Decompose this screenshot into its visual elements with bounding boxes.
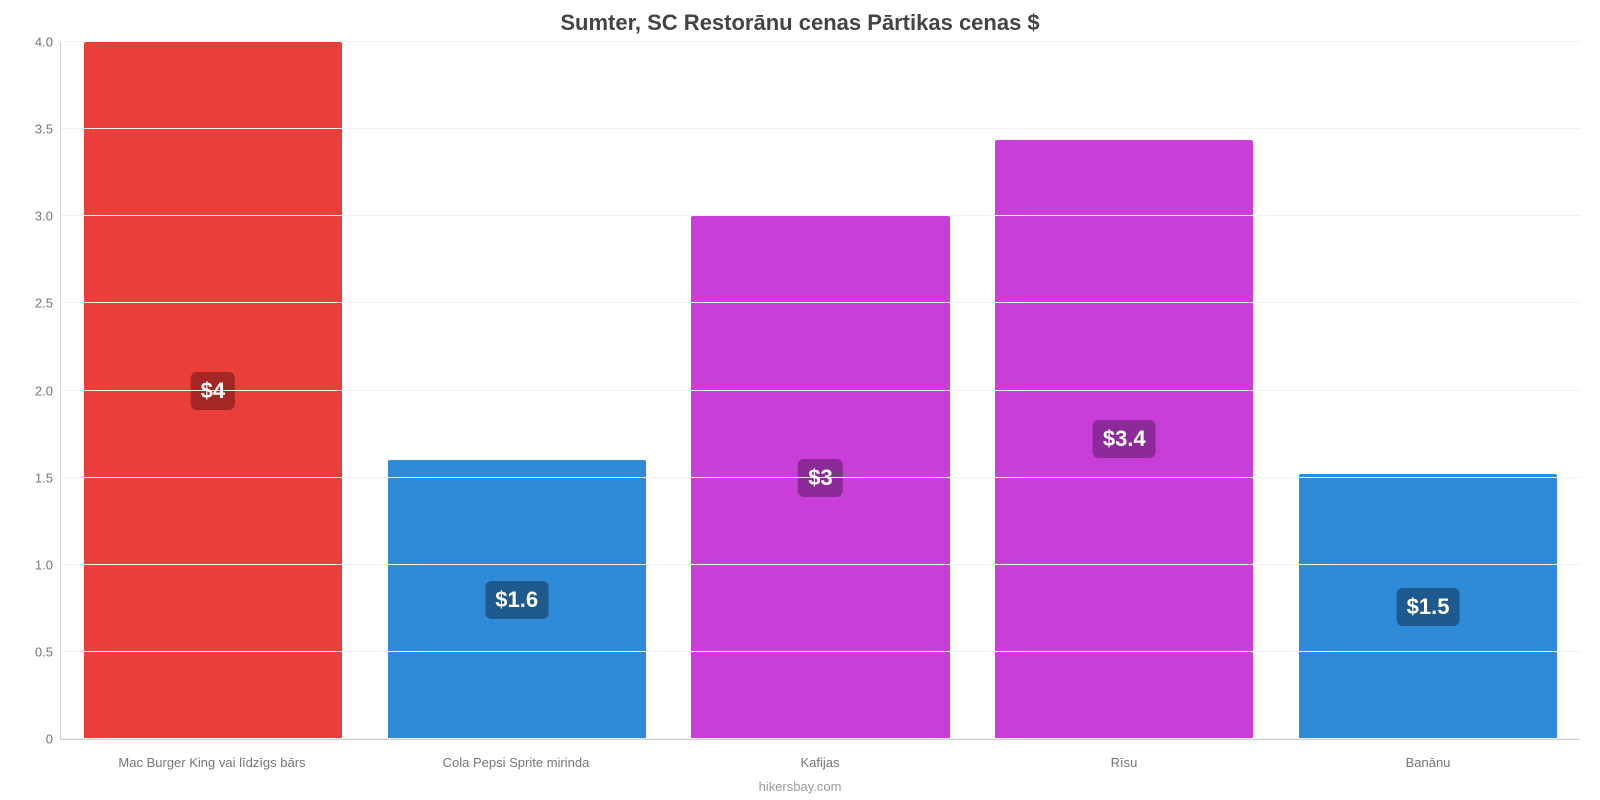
bar-value-badge: $3 [798,459,842,497]
bar: $3 [691,216,949,739]
bar-slot: $3.4 [972,42,1276,739]
y-tick-label: 1.0 [35,557,61,572]
y-tick-label: 3.5 [35,122,61,137]
x-tick-label: Cola Pepsi Sprite mirinda [364,755,668,770]
x-tick-label: Mac Burger King vai līdzīgs bārs [60,755,364,770]
bar-slot: $3 [669,42,973,739]
chart-container: $4 $1.6 $3 $3.4 $1.5 0 0.5 1.0 1.5 2.0 2.5 3.0 3.5 4… [0,42,1600,800]
y-tick-label: 0.5 [35,644,61,659]
y-tick-label: 2.0 [35,383,61,398]
bar: $3.4 [995,140,1253,739]
gridline: 1.0 [61,564,1580,565]
x-tick-label: Rīsu [972,755,1276,770]
credit-label: hikersbay.com [0,779,1600,794]
gridline: 0.5 [61,651,1580,652]
bars-container: $4 $1.6 $3 $3.4 $1.5 [61,42,1580,739]
bar-slot: $4 [61,42,365,739]
y-tick-label: 0 [46,732,61,747]
y-tick-label: 3.0 [35,209,61,224]
gridline: 3.0 [61,215,1580,216]
x-tick-label: Kafijas [668,755,972,770]
bar-slot: $1.5 [1276,42,1580,739]
bar-slot: $1.6 [365,42,669,739]
plot-area: $4 $1.6 $3 $3.4 $1.5 0 0.5 1.0 1.5 2.0 2.5 3.0 3.5 4… [60,42,1580,740]
y-tick-label: 1.5 [35,470,61,485]
x-axis: Mac Burger King vai līdzīgs bārsCola Pep… [60,755,1580,770]
gridline: 2.0 [61,390,1580,391]
gridline: 3.5 [61,128,1580,129]
bar: $1.6 [388,460,646,739]
chart-title: Sumter, SC Restorānu cenas Pārtikas cena… [0,0,1600,42]
gridline: 2.5 [61,302,1580,303]
gridline: 1.5 [61,477,1580,478]
x-tick-label: Banānu [1276,755,1580,770]
gridline: 4.0 [61,41,1580,42]
y-tick-label: 2.5 [35,296,61,311]
bar: $1.5 [1299,474,1557,739]
bar-value-badge: $3.4 [1093,420,1156,458]
gridline: 0 [61,738,1580,739]
bar: $4 [84,42,342,739]
bar-value-badge: $1.5 [1397,588,1460,626]
y-tick-label: 4.0 [35,35,61,50]
bar-value-badge: $1.6 [485,581,548,619]
bar-value-badge: $4 [191,372,235,410]
